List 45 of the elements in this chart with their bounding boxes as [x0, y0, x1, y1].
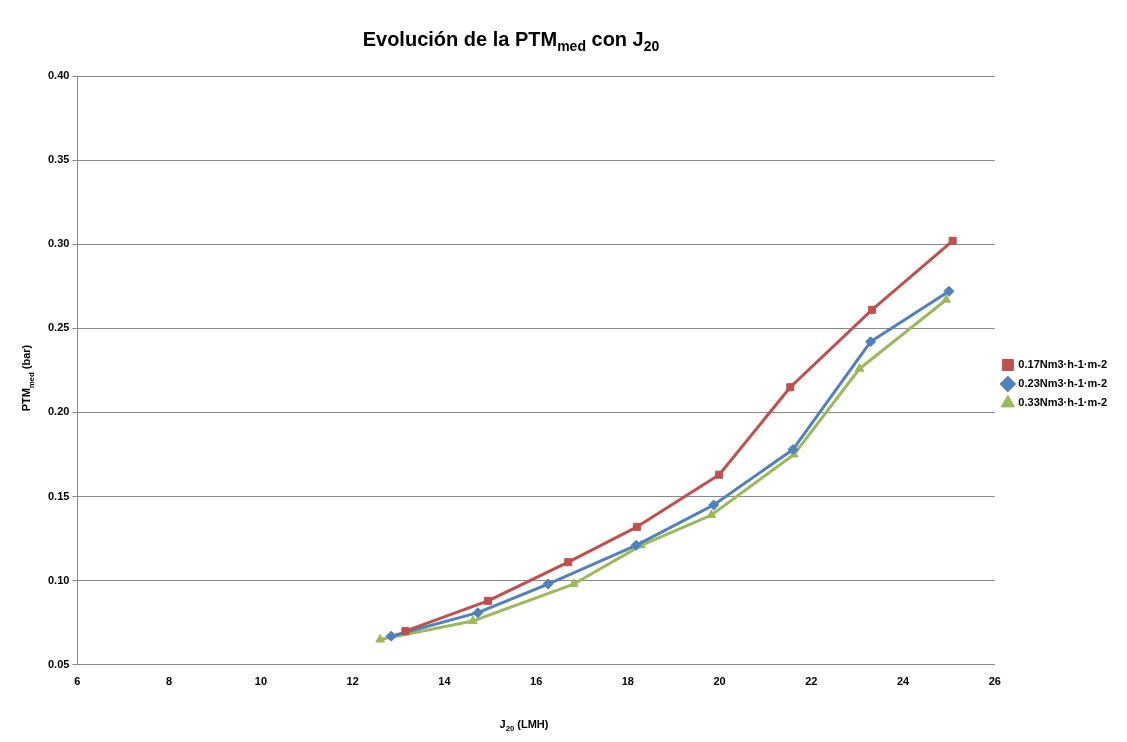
x-axis-title: J$_{20}$ (LMH) — [498, 718, 550, 734]
point — [854, 363, 865, 372]
point — [542, 578, 554, 590]
x-tick-label: 16 — [530, 675, 543, 688]
x-tick-label: 26 — [988, 675, 1001, 688]
point — [472, 607, 484, 619]
x-tick-label: 18 — [621, 675, 635, 688]
y-tick-label: 0.40 — [47, 69, 70, 82]
x-tick-label: 10 — [254, 675, 268, 688]
point — [483, 596, 492, 605]
point — [468, 615, 478, 625]
point — [787, 443, 799, 455]
legend-label: 0.23Nm3·h-1·m-2 — [1018, 377, 1107, 390]
y-tick-label: 0.30 — [47, 237, 70, 250]
y-tick-label: 0.10 — [47, 573, 70, 586]
x-tick-label: 14 — [438, 675, 452, 688]
x-tick-label: 20 — [713, 675, 726, 688]
y-tick-label: 0.35 — [47, 153, 70, 166]
x-tick-label: 22 — [805, 675, 818, 688]
x-tick-label: 12 — [346, 675, 359, 688]
point — [401, 627, 410, 636]
point — [375, 634, 385, 643]
point — [715, 470, 724, 479]
point — [943, 285, 955, 297]
point — [941, 294, 952, 303]
x-tick-label: 6 — [74, 675, 81, 688]
point — [564, 558, 573, 567]
point — [948, 236, 957, 245]
point — [867, 305, 876, 314]
point — [708, 499, 720, 511]
chart-title: Evolución de la PTM$_{med}$ con J$_{20}$ — [361, 28, 661, 54]
point — [630, 539, 642, 551]
y-tick-label: 0.15 — [47, 489, 70, 502]
point — [706, 509, 717, 519]
y-tick-label: 0.05 — [47, 657, 70, 670]
x-tick-label: 24 — [896, 675, 911, 688]
point — [385, 630, 397, 642]
x-tick-label: 8 — [166, 675, 173, 688]
point — [865, 336, 877, 348]
point — [633, 522, 642, 531]
legend-label: 0.17Nm3·h-1·m-2 — [1018, 358, 1107, 371]
point — [786, 383, 795, 392]
y-tick-label: 0.20 — [47, 405, 70, 418]
legend-label: 0.33Nm3·h-1·m-2 — [1018, 396, 1107, 409]
y-tick-label: 0.25 — [47, 321, 70, 334]
